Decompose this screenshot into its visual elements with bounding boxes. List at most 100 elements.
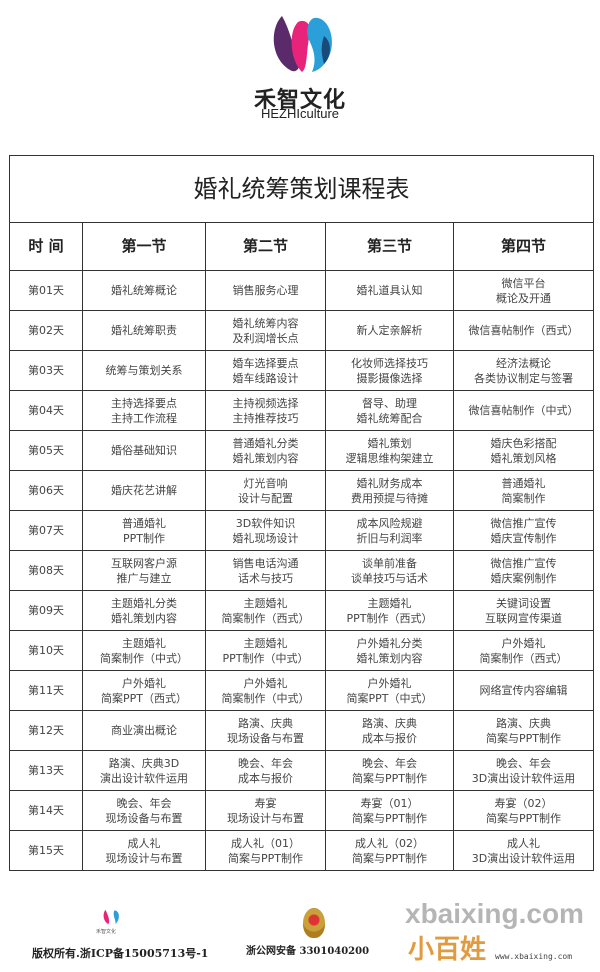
session-line: 简案PPT（中式） [346, 691, 433, 705]
session-line: 微信推广宣传 [490, 556, 557, 570]
session-cell: 户外婚礼 简案PPT（中式） [325, 670, 454, 711]
session-line: PPT制作（西式） [346, 611, 433, 625]
session-cell: 3D软件知识 婚礼现场设计 [205, 510, 326, 551]
session-line: 户外婚礼 [501, 636, 546, 650]
session-line: 婚礼统筹概论 [111, 284, 177, 297]
watermark: xbaixing.com [405, 898, 584, 929]
session-cell: 路演、庆典 简案与PPT制作 [452, 710, 595, 751]
session-cell: 成本风险规避 折旧与利润率 [325, 510, 454, 551]
session-line: 晚会、年会 [362, 756, 417, 770]
day-cell: 第15天 [9, 830, 83, 871]
table-title: 婚礼统筹策划课程表 [8, 155, 595, 223]
session-line: 简案与PPT制作 [486, 811, 562, 825]
session-cell: 互联网客户源 推广与建立 [82, 550, 206, 591]
session-cell: 晚会、年会 3D演出设计软件运用 [452, 750, 595, 791]
footer-logo [103, 909, 119, 925]
session-line: 户外婚礼 [243, 676, 288, 690]
session-cell: 寿宴（01） 简案与PPT制作 [325, 790, 454, 831]
day-cell: 第03天 [9, 350, 83, 391]
session-line: 主题婚礼 [243, 636, 288, 650]
day-cell: 第12天 [9, 710, 83, 751]
session-cell: 商业演出概论 [82, 710, 206, 751]
table-row: 第15天 成人礼 现场设计与布置 成人礼（01） 简案与PPT制作 成人礼（02） 简案与P… [9, 830, 595, 871]
session-cell: 主题婚礼 简案制作（中式） [82, 630, 206, 671]
public-security-record[interactable]: 浙公网安备 3301040200 [246, 946, 370, 957]
session-line: 经济法概论 [496, 356, 552, 370]
day-cell: 第06天 [9, 470, 83, 511]
session-line: 设计与配置 [238, 491, 293, 505]
session-line: 简案与PPT制作 [352, 851, 427, 865]
session-line: 折旧与利润率 [356, 531, 423, 545]
session-line: 简案与PPT制作 [486, 731, 562, 745]
day-cell: 第14天 [9, 790, 83, 831]
session-cell: 督导、助理 婚礼统筹配合 [325, 390, 454, 431]
session-cell: 主题婚礼 PPT制作（中式） [205, 630, 326, 671]
session-line: 主题婚礼 [367, 596, 412, 610]
session-line: 销售电话沟通 [232, 556, 299, 570]
session-line: 微信推广宣传 [490, 516, 557, 530]
session-line: PPT制作（中式） [222, 651, 309, 665]
table-row: 第11天 户外婚礼 简案PPT（西式） 户外婚礼 简案制作（中式） 户外婚礼 简案PPT（中… [9, 670, 595, 711]
session-line: 成人礼 [127, 836, 161, 850]
session-line: 婚俗基础知识 [111, 444, 177, 457]
session-line: 谈单技巧与话术 [351, 571, 428, 585]
table-row: 第08天 互联网客户源 推广与建立 销售电话沟通 话术与技巧 谈单前准备 谈单技巧与话术 微信… [9, 550, 595, 591]
session-cell: 婚礼统筹概论 [82, 270, 206, 311]
session-line: 成本风险规避 [356, 516, 423, 530]
session-line: 3D演出设计软件运用 [471, 771, 576, 785]
session-line: 婚礼财务成本 [356, 476, 423, 490]
session-cell: 微信平台 概论及开通 [452, 270, 595, 311]
session-line: 晚会、年会 [238, 756, 293, 770]
session-line: 主持工作流程 [111, 411, 177, 425]
session-cell: 户外婚礼 简案制作（中式） [205, 670, 326, 711]
watermark-cn: 小百姓 [408, 935, 487, 965]
session-line: 户外婚礼 [367, 676, 412, 690]
session-line: 路演、庆典 [362, 716, 417, 730]
day-cell: 第02天 [9, 310, 83, 351]
table-row: 第09天 主题婚礼分类 婚礼策划内容 主题婚礼 简案制作（西式） 主题婚礼 PPT制作（西式… [9, 590, 595, 631]
police-badge-icon [303, 908, 325, 938]
session-cell: 谈单前准备 谈单技巧与话术 [325, 550, 454, 591]
table-row: 第03天 统筹与策划关系 婚车选择要点 婚车线路设计 化妆师选择技巧 摄影摄像选择 经济法概… [9, 350, 595, 391]
hezhi-logo [273, 16, 333, 72]
table-row: 第01天 婚礼统筹概论 销售服务心理 婚礼道具认知 微信平台 概论及开通 [9, 270, 595, 311]
session-line: 统筹与策划关系 [105, 364, 183, 377]
session-cell: 成人礼 3D演出设计软件运用 [452, 830, 595, 871]
session-cell: 户外婚礼分类 婚礼策划内容 [325, 630, 454, 671]
session-line: 谈单前准备 [362, 556, 417, 570]
session-line: 关键词设置 [496, 596, 552, 610]
table-row: 第12天 商业演出概论 路演、庆典 现场设备与布置 路演、庆典 成本与报价 路演、庆典 简案与… [9, 710, 595, 751]
session-cell: 婚礼统筹职责 [82, 310, 206, 351]
session-cell: 主题婚礼分类 婚礼策划内容 [82, 590, 206, 631]
session-line: 成本与报价 [238, 771, 293, 785]
session-line: 普通婚礼 [501, 476, 546, 490]
session-cell: 婚俗基础知识 [82, 430, 206, 471]
session-line: 主题婚礼 [122, 636, 166, 650]
session-line: 路演、庆典3D [108, 756, 180, 770]
session-cell: 婚礼策划 逻辑思维构架建立 [325, 430, 454, 471]
session-cell: 微信推广宣传 婚庆宣传制作 [452, 510, 595, 551]
day-cell: 第04天 [9, 390, 83, 431]
brand-name-en: HEZHIculture [260, 106, 340, 121]
session-cell: 关键词设置 互联网宣传渠道 [452, 590, 595, 631]
session-line: 晚会、年会 [496, 756, 552, 770]
session-line: 简案制作 [501, 491, 546, 505]
day-cell: 第07天 [9, 510, 83, 551]
day-cell: 第10天 [9, 630, 83, 671]
session-line: 寿宴（01） [360, 796, 419, 810]
session-line: 婚庆案例制作 [490, 571, 557, 585]
session-cell: 统筹与策划关系 [82, 350, 206, 391]
session-cell: 经济法概论 各类协议制定与签署 [452, 350, 595, 391]
session-line: 微信喜帖制作（西式） [468, 324, 579, 337]
column-header: 第四节 [452, 222, 595, 271]
session-cell: 微信喜帖制作（西式） [452, 310, 595, 351]
session-line: 简案与PPT制作 [228, 851, 303, 865]
session-line: 微信平台 [501, 276, 546, 290]
session-line: 婚礼策划内容 [232, 451, 299, 465]
day-cell: 第13天 [9, 750, 83, 791]
column-header: 第三节 [325, 222, 454, 271]
column-header: 第一节 [82, 222, 206, 271]
day-cell: 第01天 [9, 270, 83, 311]
icp-license[interactable]: 版权所有.浙ICP备15005713号-1 [32, 947, 209, 960]
session-line: 婚礼统筹内容 [232, 316, 299, 330]
